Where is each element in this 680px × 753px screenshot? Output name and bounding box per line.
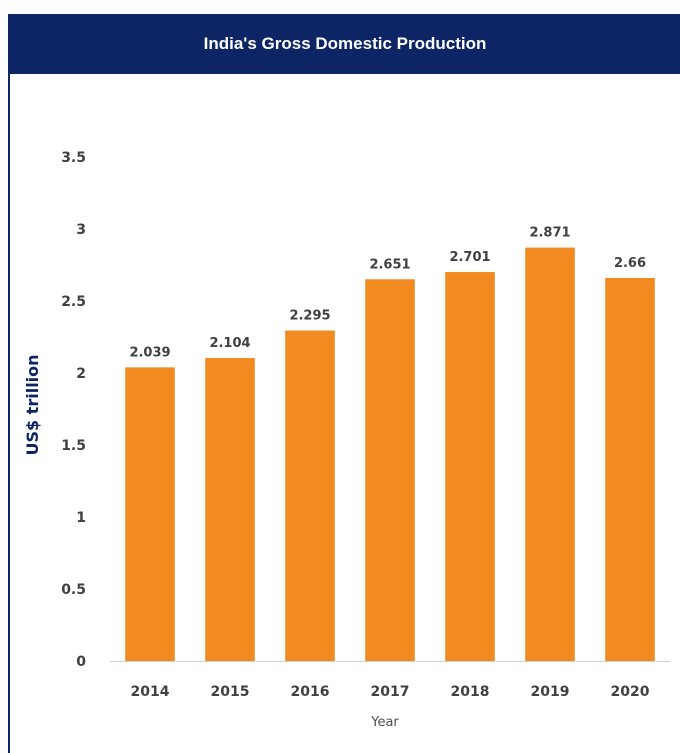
x-tick-label: 2015 [211,684,250,700]
bar [205,358,255,661]
x-tick-label: 2020 [611,684,650,700]
chart-title-bar: India's Gross Domestic Production [10,14,680,74]
bar-value-label: 2.295 [289,309,330,324]
x-tick-label: 2017 [371,684,410,700]
y-axis-ticks: 0 0.5 1 1.5 2 2.5 3 3.5 [61,150,86,670]
data-labels-group: 2.039 2.104 2.295 2.651 2.701 2.871 2.66 [129,226,646,361]
bar-value-label: 2.871 [529,226,570,241]
x-tick-label: 2019 [531,684,570,700]
bar [605,277,655,661]
y-tick-label: 2 [76,366,86,382]
y-tick-label: 1 [76,510,86,526]
y-tick-label: 2.5 [61,294,86,310]
bar-value-label: 2.651 [369,257,410,272]
bar-value-label: 2.701 [449,250,490,265]
y-tick-label: 3.5 [61,150,86,166]
y-tick-label: 0 [76,654,86,670]
bar-value-label: 2.104 [209,336,250,351]
bar-value-label: 2.039 [129,345,170,360]
y-tick-label: 3 [76,222,86,238]
bars-group [125,247,655,662]
x-axis-ticks: 2014 2015 2016 2017 2018 2019 2020 [131,684,650,700]
y-tick-label: 0.5 [61,582,86,598]
x-tick-label: 2018 [451,684,490,700]
x-axis-title: Year [370,715,399,730]
bar [125,367,175,661]
x-tick-label: 2016 [291,684,330,700]
bar [525,247,575,662]
bar-value-label: 2.66 [614,256,646,271]
bar [365,279,415,661]
bar [285,330,335,661]
bar [445,272,495,661]
y-tick-label: 1.5 [61,438,86,454]
y-axis-title: US$ trillion [23,354,42,455]
x-tick-label: 2014 [131,684,170,700]
chart-title: India's Gross Domestic Production [203,34,487,53]
